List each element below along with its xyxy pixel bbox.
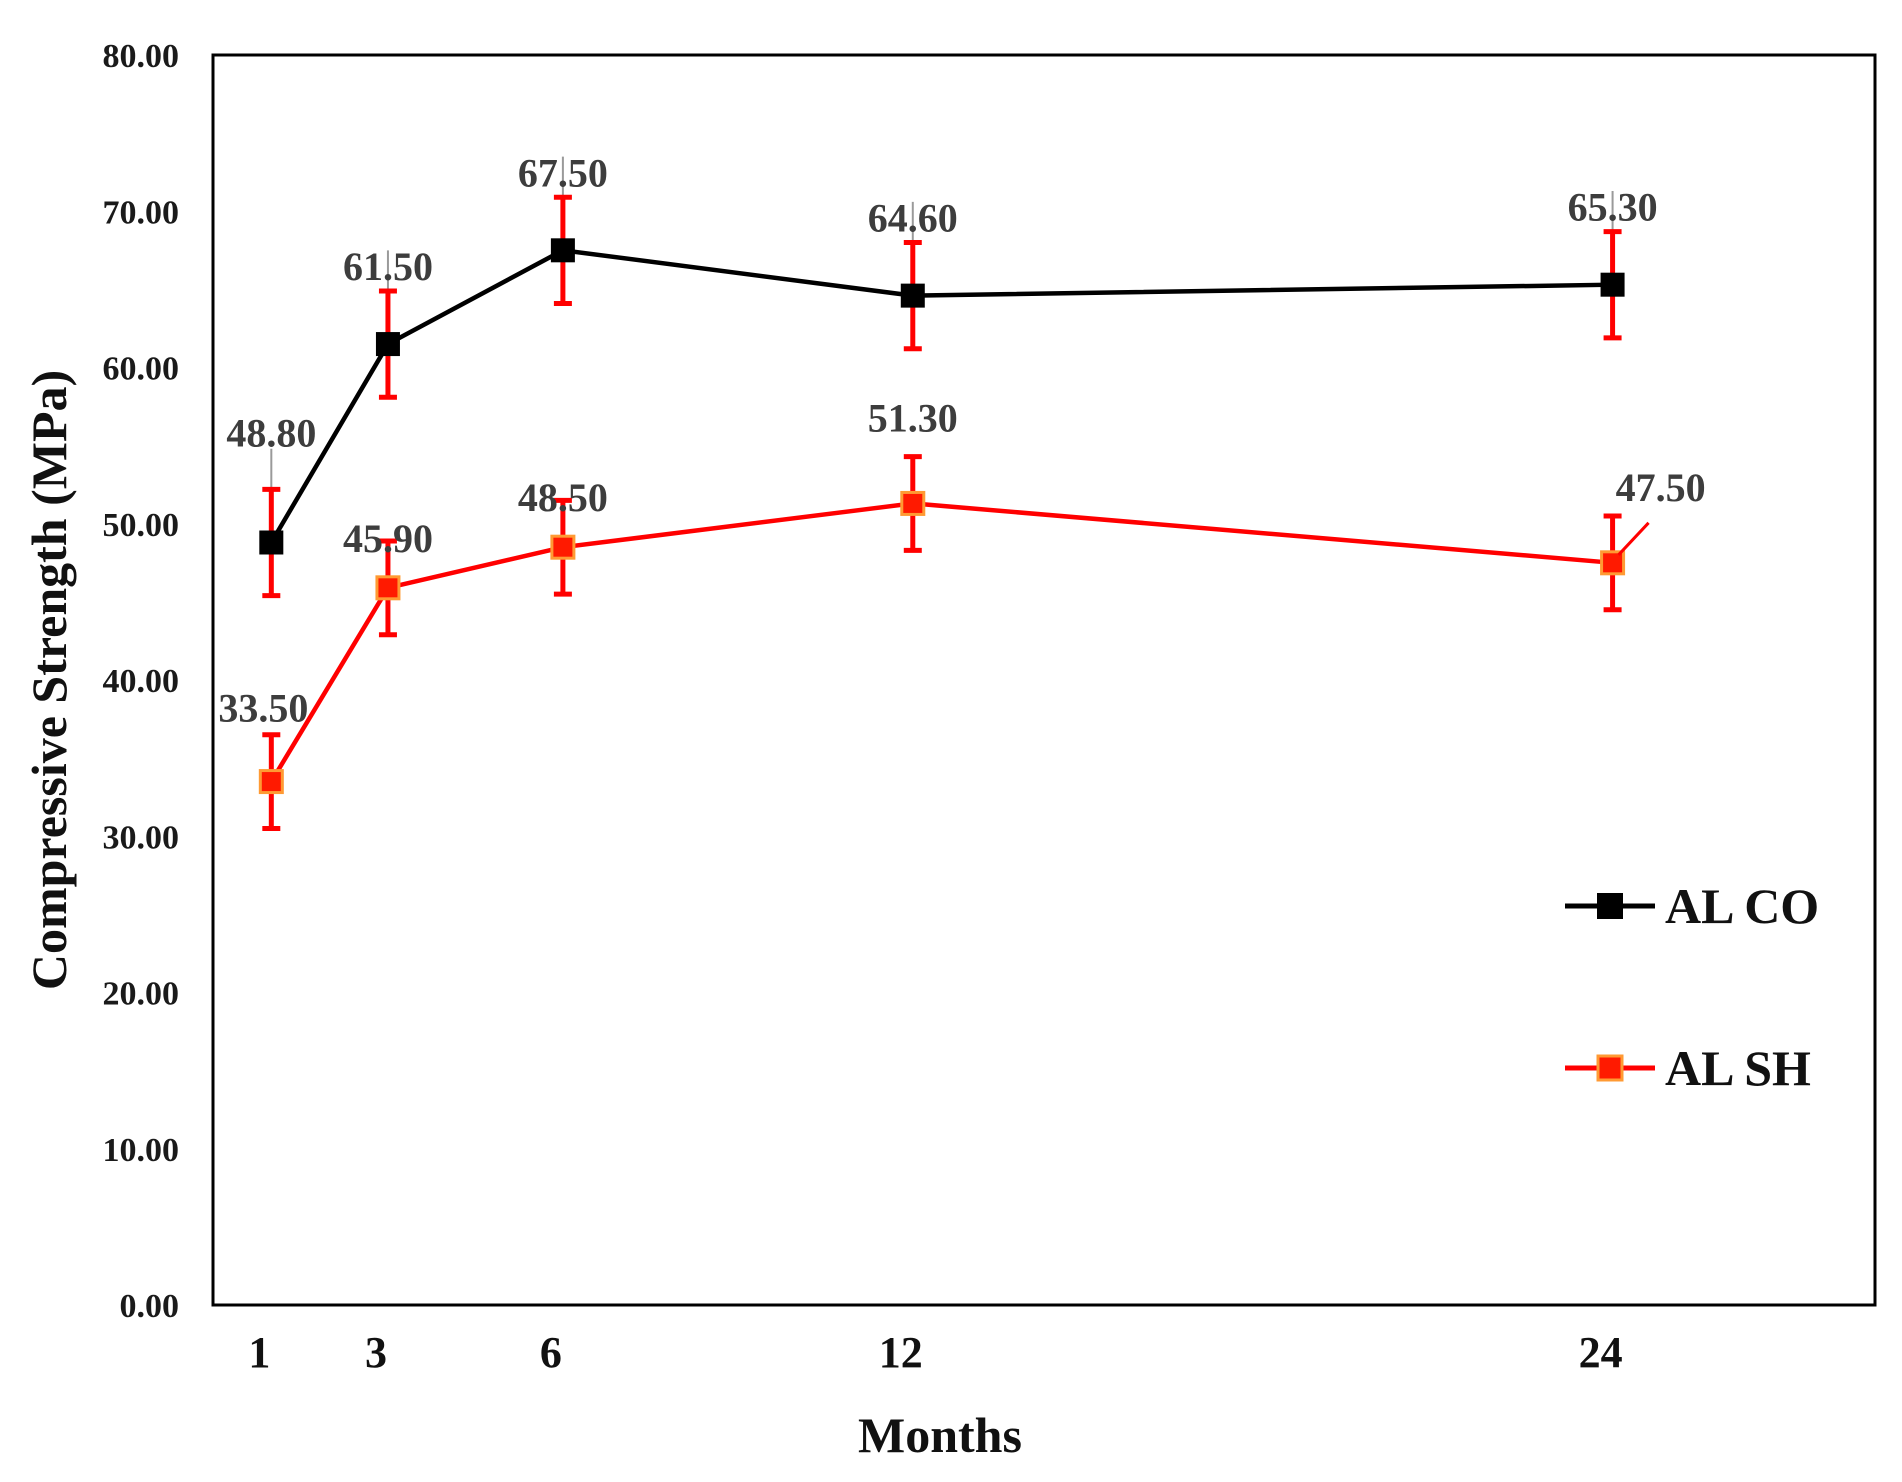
y-tick-label: 80.00 — [103, 38, 180, 75]
legend-item: AL CO — [1565, 878, 1819, 934]
x-axis: 1 3 6 12 24 — [248, 1328, 1622, 1377]
series-al-co: 48.80 61.50 67.50 64.60 65.30 — [226, 150, 1658, 599]
y-tick-label: 20.00 — [103, 976, 180, 1013]
data-point — [550, 534, 576, 560]
y-tick-label: 70.00 — [103, 194, 180, 231]
data-label: 48.80 — [226, 411, 316, 456]
data-label: 61.50 — [343, 244, 433, 289]
data-point — [375, 575, 401, 601]
legend-item: AL SH — [1565, 1040, 1811, 1096]
x-tick-label: 12 — [879, 1328, 923, 1377]
x-tick-label: 24 — [1579, 1328, 1623, 1377]
data-label: 65.30 — [1568, 185, 1658, 230]
y-tick-label: 0.00 — [120, 1288, 180, 1325]
legend-marker — [1596, 1054, 1624, 1082]
data-point — [900, 490, 926, 516]
y-axis: 0.00 10.00 20.00 30.00 40.00 50.00 60.00 70.00 8… — [103, 38, 180, 1325]
data-point — [900, 283, 925, 308]
data-point — [1600, 550, 1626, 576]
y-axis-title: Compressive Strength (MPa) — [21, 370, 77, 990]
data-label: 45.90 — [343, 516, 433, 561]
y-tick-label: 40.00 — [103, 663, 180, 700]
x-tick-label: 3 — [365, 1328, 387, 1377]
data-label: 51.30 — [868, 395, 958, 440]
y-tick-label: 60.00 — [103, 351, 180, 388]
data-point — [1600, 272, 1625, 297]
series-al-sh: 33.50 45.90 48.50 51.30 47.50 — [218, 395, 1706, 831]
label-leader — [1617, 521, 1650, 556]
data-point — [259, 530, 284, 555]
y-tick-label: 50.00 — [103, 507, 180, 544]
data-label: 64.60 — [868, 196, 958, 241]
data-label: 67.50 — [518, 150, 608, 195]
y-tick-label: 10.00 — [103, 1132, 180, 1169]
legend-marker — [1597, 893, 1623, 919]
plot-area — [211, 53, 1877, 1307]
y-tick-label: 30.00 — [103, 819, 180, 856]
data-label: 33.50 — [218, 686, 308, 731]
legend: AL CO AL SH — [1565, 878, 1819, 1096]
data-label: 48.50 — [518, 475, 608, 520]
x-tick-label: 1 — [248, 1328, 270, 1377]
x-tick-label: 6 — [540, 1328, 562, 1377]
data-point — [258, 769, 284, 795]
data-point — [550, 238, 575, 263]
x-axis-title: Months — [858, 1407, 1022, 1463]
data-label: 47.50 — [1616, 465, 1706, 510]
data-point — [375, 332, 400, 357]
legend-label: AL SH — [1665, 1040, 1811, 1096]
series-layer: 48.80 61.50 67.50 64.60 65.30 33.50 45.90 48.50… — [218, 150, 1706, 831]
legend-label: AL CO — [1665, 878, 1819, 934]
